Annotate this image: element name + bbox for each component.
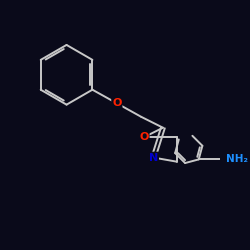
Text: O: O — [112, 98, 122, 108]
Text: N: N — [149, 152, 158, 162]
Text: O: O — [139, 132, 149, 142]
Text: NH₂: NH₂ — [226, 154, 248, 164]
